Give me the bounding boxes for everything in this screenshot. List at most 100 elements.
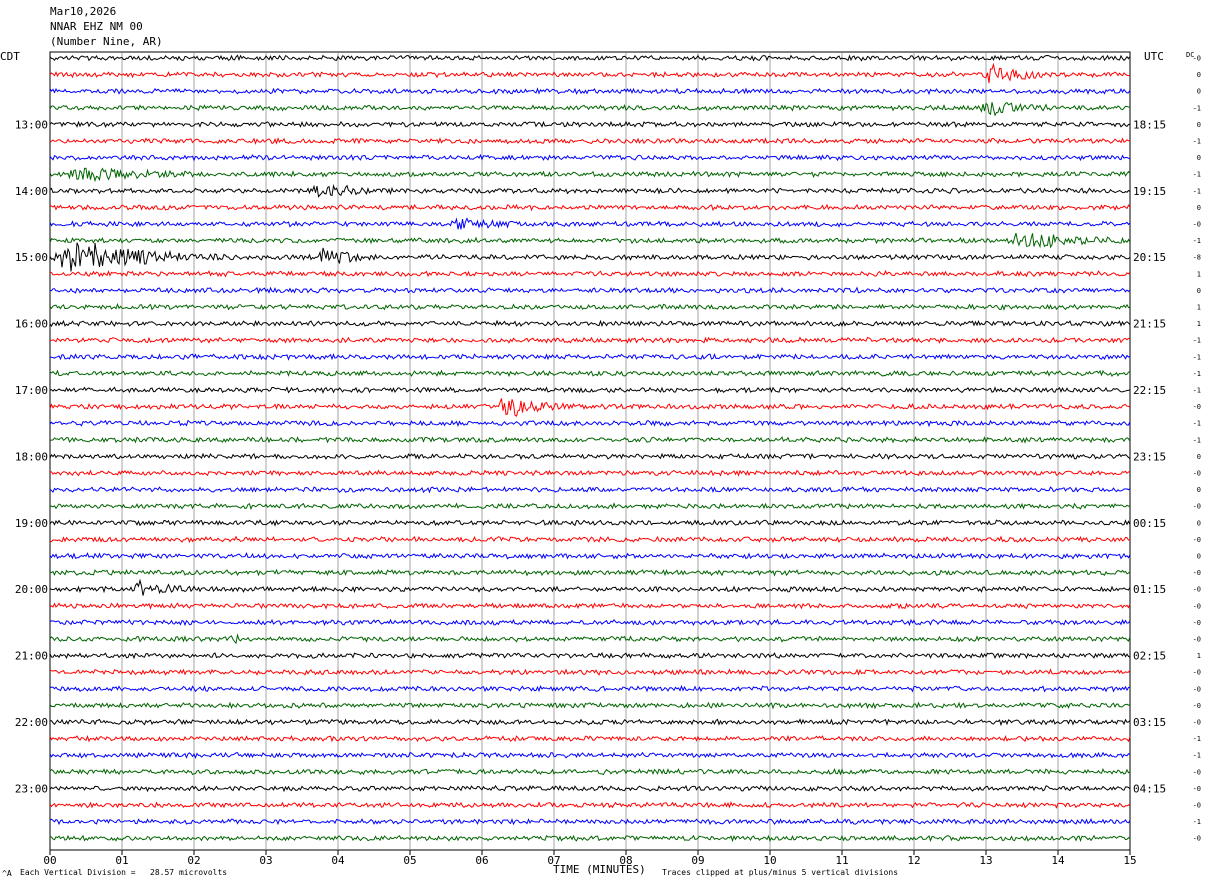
right-hour-label: 19:15 — [1133, 185, 1166, 198]
trace-line — [49, 452, 1131, 461]
dc-column-label: DC — [1186, 51, 1195, 59]
trace-line — [49, 319, 1131, 328]
x-axis-title: TIME (MINUTES) — [553, 863, 646, 876]
dc-offset-label: 1 — [1197, 304, 1201, 312]
x-tick-label: 10 — [763, 854, 776, 867]
trace-line — [49, 101, 1131, 117]
trace-line — [49, 469, 1131, 477]
dc-offset-label: 0 — [1197, 553, 1201, 561]
trace-line — [49, 751, 1131, 759]
trace-line — [49, 552, 1131, 560]
right-hour-label: 00:15 — [1133, 517, 1166, 530]
left-hour-label: 19:00 — [15, 517, 48, 530]
x-tick-label: 04 — [331, 854, 345, 867]
trace-line — [49, 419, 1131, 428]
dc-offset-label: -0 — [1193, 586, 1201, 594]
right-hour-label: 23:15 — [1133, 450, 1166, 463]
trace-line — [49, 734, 1131, 743]
right-hour-label: 22:15 — [1133, 384, 1166, 397]
plot-frame — [49, 51, 1131, 851]
dc-offset-label: -1 — [1193, 237, 1201, 245]
trace-line — [49, 269, 1131, 278]
dc-offset-label: -0 — [1193, 536, 1201, 544]
dc-offset-label: 1 — [1197, 652, 1201, 660]
trace-line — [49, 184, 1131, 198]
right-hour-label: 02:15 — [1133, 650, 1166, 663]
trace-line — [49, 768, 1131, 776]
trace-line — [49, 203, 1131, 212]
trace-line — [49, 801, 1131, 809]
dc-offset-label: -0 — [1193, 702, 1201, 710]
x-tick-label: 03 — [259, 854, 272, 867]
dc-offset-label: 0 — [1197, 204, 1201, 212]
left-hour-label: 13:00 — [15, 118, 48, 131]
trace-line — [49, 153, 1131, 162]
dc-offset-label: -1 — [1193, 171, 1201, 179]
left-hour-label: 16:00 — [15, 318, 48, 331]
dc-offset-label: -0 — [1193, 636, 1201, 644]
trace-line — [49, 232, 1131, 249]
left-hour-label: 22:00 — [15, 716, 48, 729]
dc-offset-label: -0 — [1193, 503, 1201, 511]
trace-line — [49, 398, 1131, 417]
trace-line — [49, 519, 1131, 527]
dc-offset-label: -0 — [1193, 602, 1201, 610]
dc-offset-label: 1 — [1197, 270, 1201, 278]
trace-line — [49, 568, 1131, 577]
left-hour-label: 18:00 — [15, 450, 48, 463]
x-tick-label: 14 — [1051, 854, 1065, 867]
trace-line — [49, 336, 1131, 344]
clip-note: Traces clipped at plus/minus 5 vertical … — [662, 868, 899, 877]
dc-offset-label: -0 — [1193, 569, 1201, 577]
dc-offset-label: -8 — [1193, 254, 1201, 262]
dc-offset-label: -1 — [1193, 370, 1201, 378]
dc-offset-label: 0 — [1197, 287, 1201, 295]
corner-mark: ^A — [2, 869, 12, 878]
x-tick-label: 12 — [907, 854, 920, 867]
dc-offset-label: 0 — [1197, 519, 1201, 527]
dc-offset-label: -1 — [1193, 818, 1201, 826]
x-tick-label: 00 — [43, 854, 56, 867]
trace-line — [49, 618, 1131, 627]
dc-offset-label: -1 — [1193, 337, 1201, 345]
dc-offset-label: -0 — [1193, 685, 1201, 693]
dc-offset-label: -1 — [1193, 187, 1201, 195]
trace-line — [49, 167, 1131, 183]
right-hour-label: 20:15 — [1133, 251, 1166, 264]
trace-line — [49, 386, 1131, 394]
trace-line — [49, 834, 1131, 843]
dc-offset-label: -1 — [1193, 138, 1201, 146]
x-tick-label: 15 — [1123, 854, 1136, 867]
dc-offset-label: -1 — [1193, 420, 1201, 428]
x-tick-label: 13 — [979, 854, 992, 867]
date-label: Mar10,2026 — [50, 5, 117, 18]
trace-line — [49, 54, 1131, 62]
dc-offset-label: -0 — [1193, 221, 1201, 229]
trace-line — [49, 602, 1131, 610]
dc-offset-label: 0 — [1197, 453, 1201, 461]
x-tick-label: 09 — [691, 854, 704, 867]
left-hour-label: 20:00 — [15, 583, 48, 596]
dc-offset-label: -0 — [1193, 619, 1201, 627]
dc-offset-label: 0 — [1197, 486, 1201, 494]
trace-line — [49, 242, 1131, 272]
trace-line — [49, 668, 1131, 676]
dc-offset-label: -0 — [1193, 802, 1201, 810]
trace-line — [49, 87, 1131, 96]
dc-offset-label: 0 — [1197, 121, 1201, 129]
trace-line — [49, 302, 1131, 311]
dc-offset-label: 0 — [1197, 88, 1201, 96]
trace-line — [49, 578, 1131, 596]
dc-offset-label: -0 — [1193, 669, 1201, 677]
trace-line — [49, 652, 1131, 660]
left-hour-label: 21:00 — [15, 650, 48, 663]
dc-offset-label: -0 — [1193, 470, 1201, 478]
right-timezone-label: UTC — [1144, 50, 1164, 63]
right-hour-label: 04:15 — [1133, 782, 1166, 795]
dc-offset-label: -1 — [1193, 353, 1201, 361]
dc-offset-label: -1 — [1193, 387, 1201, 395]
scale-note: Each Vertical Division = 28.57 microvolt… — [20, 868, 228, 877]
x-tick-label: 02 — [187, 854, 200, 867]
dc-offset-label: 0 — [1197, 154, 1201, 162]
trace-line — [49, 684, 1131, 693]
